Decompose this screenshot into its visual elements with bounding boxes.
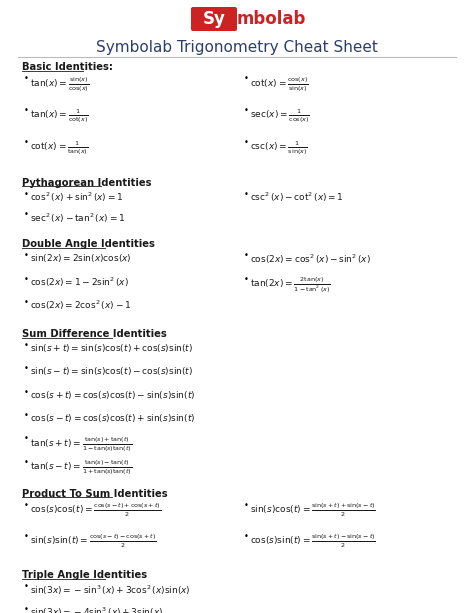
Text: $\cos(2x) = 1 - 2\sin^2(x)$: $\cos(2x) = 1 - 2\sin^2(x)$	[30, 276, 129, 289]
Text: $\sin(s-t) = \sin(s)\cos(t) - \cos(s)\sin(t)$: $\sin(s-t) = \sin(s)\cos(t) - \cos(s)\si…	[30, 365, 193, 378]
Text: Triple Angle Identities: Triple Angle Identities	[22, 570, 147, 581]
Text: $\cos(s)\sin(t) = \frac{\sin(s+t)-\sin(s-t)}{2}$: $\cos(s)\sin(t) = \frac{\sin(s+t)-\sin(s…	[250, 533, 376, 550]
Text: $\sin(3x) = -\sin^3(x) + 3\cos^2(x)\sin(x)$: $\sin(3x) = -\sin^3(x) + 3\cos^2(x)\sin(…	[30, 583, 191, 596]
Text: $\tan(2x) = \frac{2\tan(x)}{1-\tan^2(x)}$: $\tan(2x) = \frac{2\tan(x)}{1-\tan^2(x)}…	[250, 276, 331, 295]
Text: •: •	[24, 365, 28, 373]
FancyBboxPatch shape	[191, 7, 237, 31]
Text: $\tan(s+t) = \frac{\tan(s)+\tan(t)}{1-\tan(s)\tan(t)}$: $\tan(s+t) = \frac{\tan(s)+\tan(t)}{1-\t…	[30, 435, 132, 454]
Text: $\csc(x) = \frac{1}{\sin(x)}$: $\csc(x) = \frac{1}{\sin(x)}$	[250, 139, 308, 157]
Text: Symbolab Trigonometry Cheat Sheet: Symbolab Trigonometry Cheat Sheet	[96, 40, 378, 55]
Text: $\sin(s+t) = \sin(s)\cos(t) + \cos(s)\sin(t)$: $\sin(s+t) = \sin(s)\cos(t) + \cos(s)\si…	[30, 342, 193, 354]
Text: $\tan(x) = \frac{\sin(x)}{\cos(x)}$: $\tan(x) = \frac{\sin(x)}{\cos(x)}$	[30, 75, 90, 94]
Text: $\cos(2x) = 2\cos^2(x) - 1$: $\cos(2x) = 2\cos^2(x) - 1$	[30, 299, 131, 312]
Text: $\cot(x) = \frac{1}{\tan(x)}$: $\cot(x) = \frac{1}{\tan(x)}$	[30, 139, 88, 157]
Text: $\sin(s)\cos(t) = \frac{\sin(s+t)+\sin(s-t)}{2}$: $\sin(s)\cos(t) = \frac{\sin(s+t)+\sin(s…	[250, 502, 376, 519]
Text: •: •	[24, 411, 28, 420]
Text: •: •	[24, 106, 28, 115]
Text: •: •	[24, 275, 28, 284]
Text: •: •	[24, 531, 28, 541]
Text: •: •	[244, 106, 248, 115]
Text: •: •	[244, 251, 248, 261]
Text: •: •	[24, 210, 28, 219]
Text: $\tan(x) = \frac{1}{\cot(x)}$: $\tan(x) = \frac{1}{\cot(x)}$	[30, 107, 89, 125]
Text: •: •	[24, 435, 28, 443]
Text: •: •	[244, 74, 248, 83]
Text: Product To Sum Identities: Product To Sum Identities	[22, 489, 168, 499]
Text: Sy: Sy	[202, 10, 226, 28]
Text: $\sin(s)\sin(t) = \frac{\cos(s-t)-\cos(s+t)}{2}$: $\sin(s)\sin(t) = \frac{\cos(s-t)-\cos(s…	[30, 533, 157, 550]
Text: $\cos(s+t) = \cos(s)\cos(t) - \sin(s)\sin(t)$: $\cos(s+t) = \cos(s)\cos(t) - \sin(s)\si…	[30, 389, 195, 401]
Text: •: •	[24, 251, 28, 261]
Text: $\sec(x) = \frac{1}{\cos(x)}$: $\sec(x) = \frac{1}{\cos(x)}$	[250, 107, 310, 125]
Text: $\cos(2x) = \cos^2(x) - \sin^2(x)$: $\cos(2x) = \cos^2(x) - \sin^2(x)$	[250, 253, 371, 265]
Text: $\sin(3x) = -4\sin^3(x) + 3\sin(x)$: $\sin(3x) = -4\sin^3(x) + 3\sin(x)$	[30, 606, 163, 613]
Text: Double Angle Identities: Double Angle Identities	[22, 239, 155, 249]
Text: •: •	[24, 298, 28, 307]
Text: •: •	[24, 501, 28, 510]
Text: $\cos(s)\cos(t) = \frac{\cos(s-t)+\cos(s+t)}{2}$: $\cos(s)\cos(t) = \frac{\cos(s-t)+\cos(s…	[30, 502, 161, 519]
Text: •: •	[24, 582, 28, 592]
Text: $\cos^2(x) + \sin^2(x) = 1$: $\cos^2(x) + \sin^2(x) = 1$	[30, 191, 123, 204]
Text: $\sin(2x) = 2\sin(x)\cos(x)$: $\sin(2x) = 2\sin(x)\cos(x)$	[30, 253, 132, 264]
Text: mbolab: mbolab	[237, 10, 306, 28]
Text: •: •	[244, 531, 248, 541]
Text: •: •	[244, 189, 248, 199]
Text: $\sec^2(x) - \tan^2(x) = 1$: $\sec^2(x) - \tan^2(x) = 1$	[30, 211, 125, 225]
Text: $\csc^2(x) - \cot^2(x) = 1$: $\csc^2(x) - \cot^2(x) = 1$	[250, 191, 344, 204]
Text: •: •	[24, 605, 28, 613]
Text: $\cos(s-t) = \cos(s)\cos(t) + \sin(s)\sin(t)$: $\cos(s-t) = \cos(s)\cos(t) + \sin(s)\si…	[30, 412, 195, 424]
Text: •: •	[244, 138, 248, 147]
Text: $\tan(s-t) = \frac{\tan(s)-\tan(t)}{1+\tan(s)\tan(t)}$: $\tan(s-t) = \frac{\tan(s)-\tan(t)}{1+\t…	[30, 459, 132, 478]
Text: $\cot(x) = \frac{\cos(x)}{\sin(x)}$: $\cot(x) = \frac{\cos(x)}{\sin(x)}$	[250, 75, 309, 94]
Text: Basic Identities:: Basic Identities:	[22, 62, 113, 72]
Text: •: •	[244, 501, 248, 510]
Text: Pythagorean Identities: Pythagorean Identities	[22, 178, 152, 188]
Text: •: •	[24, 189, 28, 199]
Text: •: •	[24, 138, 28, 147]
Text: •: •	[244, 275, 248, 284]
Text: •: •	[24, 458, 28, 466]
Text: Sum Difference Identities: Sum Difference Identities	[22, 329, 167, 339]
Text: •: •	[24, 74, 28, 83]
Text: •: •	[24, 388, 28, 397]
Text: •: •	[24, 341, 28, 350]
